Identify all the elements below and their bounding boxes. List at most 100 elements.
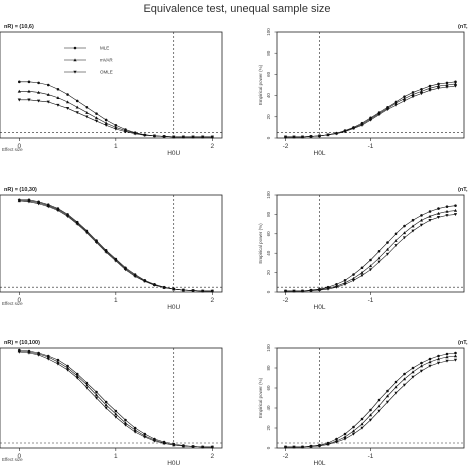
x-tick-label: 0 <box>17 143 21 150</box>
data-point <box>453 208 458 212</box>
series-mvar <box>283 208 458 293</box>
x-tick-label: 2 <box>211 297 215 304</box>
data-point <box>436 84 441 88</box>
data-point <box>75 372 79 376</box>
y-tick-label: 60 <box>266 231 271 237</box>
data-point <box>402 377 407 381</box>
data-point <box>360 426 364 430</box>
data-point <box>360 417 364 421</box>
data-point <box>445 85 449 89</box>
data-point <box>46 355 50 359</box>
data-point <box>27 80 31 84</box>
data-point <box>453 82 458 86</box>
data-point <box>37 353 41 357</box>
data-point <box>453 84 458 88</box>
data-point <box>436 361 441 365</box>
data-point <box>437 207 440 210</box>
legend-marker <box>73 58 77 62</box>
series-omle <box>17 350 214 449</box>
data-point <box>385 247 390 251</box>
data-point <box>104 400 108 404</box>
series-omle <box>283 358 458 449</box>
x-tick-label: -1 <box>368 297 374 304</box>
data-point <box>369 258 372 262</box>
data-point <box>309 445 313 449</box>
data-point <box>394 232 398 236</box>
data-point <box>317 444 322 448</box>
data-point <box>377 249 381 253</box>
panel-label: nR) = (10,30) <box>4 187 37 193</box>
data-point <box>411 370 415 374</box>
data-point <box>445 205 449 208</box>
data-point <box>334 440 339 444</box>
series-line <box>19 350 213 448</box>
data-point <box>123 423 128 427</box>
y-tick-label: 80 <box>266 211 271 217</box>
data-point <box>454 351 457 355</box>
data-point <box>436 216 441 219</box>
plot-frame <box>276 347 465 449</box>
data-point <box>17 89 21 93</box>
series-mvar <box>17 199 214 293</box>
series-line <box>19 199 213 292</box>
data-point <box>428 210 432 213</box>
data-point <box>368 418 373 422</box>
data-point <box>114 127 118 131</box>
data-point <box>172 443 176 447</box>
series-line <box>285 205 456 292</box>
data-point <box>343 432 347 436</box>
y-tick-label: 100 <box>266 28 271 36</box>
data-point <box>27 351 31 355</box>
data-point <box>377 260 381 264</box>
x-tick-label: -2 <box>283 453 289 460</box>
data-point <box>75 222 79 226</box>
x-tick-label: 2 <box>211 453 215 460</box>
data-point <box>436 211 441 215</box>
data-point <box>445 352 449 356</box>
data-point <box>95 112 98 115</box>
data-point <box>143 280 147 283</box>
data-point <box>351 432 356 436</box>
data-point <box>37 202 41 206</box>
data-point <box>428 364 432 368</box>
data-point <box>300 135 305 139</box>
plot-frame <box>0 194 223 293</box>
x-tick-label: 0 <box>17 453 21 460</box>
panel-label: (nT, <box>458 187 468 193</box>
data-point <box>124 418 127 422</box>
data-point <box>283 135 288 139</box>
data-point <box>152 439 157 443</box>
data-point <box>411 229 415 233</box>
data-point <box>201 289 205 293</box>
series-mvar <box>17 349 214 449</box>
x-axis-label: Effect size <box>2 147 23 152</box>
data-point <box>454 80 457 84</box>
data-point <box>95 390 98 394</box>
data-point <box>85 105 89 109</box>
data-point <box>104 250 108 254</box>
data-point <box>411 218 415 222</box>
data-point <box>402 236 407 240</box>
data-point <box>419 89 424 93</box>
data-point <box>394 103 398 107</box>
y-tick-label: 20 <box>266 270 271 276</box>
series-line <box>285 359 456 448</box>
data-point <box>326 287 330 291</box>
data-point <box>377 404 381 408</box>
y-axis-label: Empirical power (%) <box>258 223 263 264</box>
series-line <box>19 351 213 448</box>
data-point <box>133 132 137 136</box>
data-point <box>114 123 118 127</box>
data-point <box>420 214 423 217</box>
data-point <box>17 350 21 354</box>
data-point <box>191 135 195 139</box>
data-point <box>334 285 339 289</box>
data-point <box>411 91 415 94</box>
equivalence-bound-label: H0L <box>314 460 326 467</box>
data-point <box>56 209 60 213</box>
data-point <box>27 200 31 204</box>
data-point <box>360 266 364 270</box>
data-point <box>94 393 99 397</box>
data-point <box>334 132 339 136</box>
data-point <box>94 241 99 245</box>
